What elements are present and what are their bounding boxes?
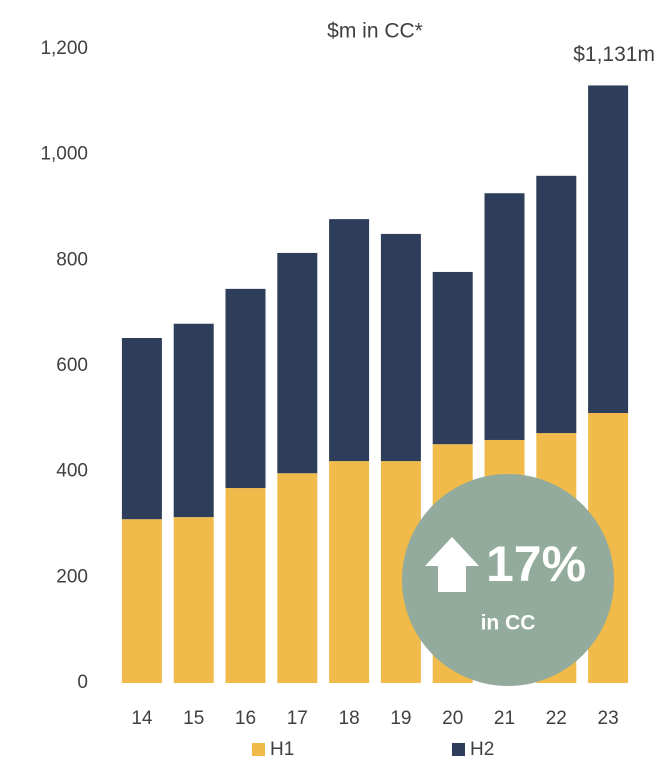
bar-segment	[432, 271, 473, 445]
badge-caption: in CC	[481, 612, 536, 635]
badge-value: 17%	[486, 536, 586, 592]
bar-segment	[173, 517, 214, 683]
up-arrow-icon	[425, 537, 479, 592]
y-tick-label: 600	[56, 355, 88, 376]
x-tick-label: 17	[287, 708, 308, 729]
bar-segment	[277, 252, 318, 474]
bar-segment	[225, 488, 266, 683]
bar-segment	[329, 461, 370, 683]
bar-segment	[380, 233, 421, 462]
x-tick-label: 16	[235, 708, 256, 729]
y-tick-label: 1,000	[40, 144, 88, 165]
x-tick-label: 22	[546, 708, 567, 729]
y-tick-label: 1,200	[40, 38, 88, 59]
legend-swatch	[452, 743, 465, 756]
x-tick-label: 23	[598, 708, 619, 729]
y-tick-label: 800	[56, 249, 88, 270]
x-tick-label: 15	[183, 708, 204, 729]
legend-swatch	[252, 743, 265, 756]
bar-segment	[588, 85, 629, 414]
badge-circle	[402, 474, 614, 686]
x-tick-label: 14	[131, 708, 153, 729]
chart-title: $m in CC*	[327, 20, 423, 43]
legend-label: H2	[470, 739, 494, 760]
bar-segment	[484, 193, 525, 440]
y-tick-label: 0	[77, 672, 88, 693]
bar-segment	[277, 473, 318, 683]
x-tick-label: 18	[339, 708, 360, 729]
bar-segment	[536, 175, 577, 434]
bar-segment	[225, 288, 266, 489]
y-tick-label: 400	[56, 461, 88, 482]
bar-segment	[121, 337, 162, 520]
bar-segment	[121, 519, 162, 683]
bar-segment	[173, 323, 214, 518]
bar-segment	[329, 219, 370, 462]
x-tick-label: 20	[442, 708, 463, 729]
x-tick-label: 21	[494, 708, 515, 729]
legend-label: H1	[270, 739, 294, 760]
y-tick-label: 200	[56, 566, 88, 587]
x-tick-label: 19	[390, 708, 411, 729]
annotation: $1,131m	[573, 43, 655, 66]
